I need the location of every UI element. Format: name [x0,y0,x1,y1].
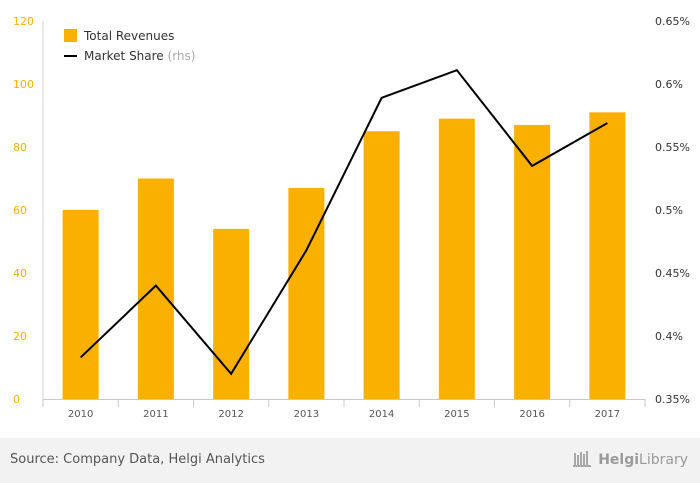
x-tick-label: 2013 [294,409,319,420]
x-tick-label: 2014 [369,409,394,420]
y-right-tick-label: 0.35% [655,393,690,406]
x-tick-label: 2016 [519,409,544,420]
x-tick-label: 2017 [595,409,620,420]
y-right-tick-label: 0.55% [655,141,690,154]
bar-2012 [213,228,250,399]
y-right-tick-label: 0.5% [655,204,683,217]
bar-2017 [589,112,626,399]
y-left-tick-label: 0 [13,393,20,406]
legend-rhs-suffix: (rhs) [168,49,196,63]
bar-2016 [514,124,551,399]
x-tick-label: 2015 [444,409,469,420]
source-text: Source: Company Data, Helgi Analytics [10,452,265,467]
y-right-tick-label: 0.45% [655,267,690,280]
legend-swatch-revenues [64,29,77,42]
bar-2015 [438,118,475,400]
library-icon [573,449,593,471]
y-right-tick-label: 0.4% [655,330,683,343]
bar-2010 [62,210,99,399]
legend: Total Revenues Market Share (rhs) [64,29,195,63]
line-series [79,68,608,376]
brand-logo[interactable]: HelgiLibrary [573,449,688,471]
axes [42,21,646,407]
brand-name-part2: Library [639,452,688,468]
x-tick-label: 2011 [143,409,168,420]
y-left-tick-label: 80 [13,141,27,154]
y-right-tick-label: 0.65% [655,15,690,28]
legend-label-revenues: Total Revenues [83,29,174,43]
y-left-tick-label: 100 [13,78,34,91]
legend-label-market-share-text: Market Share [84,49,164,63]
bar-2013 [288,187,325,399]
y-left-tick-label: 60 [13,204,27,217]
chart: 0 20 40 60 80 100 120 0.35% 0.4% 0.45% 0.5% 0.55% 0.… [13,15,690,420]
x-tick-label: 2012 [218,409,243,420]
brand-name-part1: Helgi [598,452,640,468]
legend-label-market-share: Market Share (rhs) [84,49,195,63]
y-left-tick-label: 120 [13,15,34,28]
y-left-tick-label: 40 [13,267,27,280]
tick-labels: 0 20 40 60 80 100 120 0.35% 0.4% 0.45% 0.5% 0.55% 0.… [13,15,690,420]
x-tick-label: 2010 [68,409,93,420]
market-share-line [79,68,608,376]
bar-2011 [137,178,174,399]
y-left-tick-label: 20 [13,330,27,343]
y-right-tick-label: 0.6% [655,78,683,91]
bar-2014 [363,131,400,399]
bar-series [62,112,626,400]
